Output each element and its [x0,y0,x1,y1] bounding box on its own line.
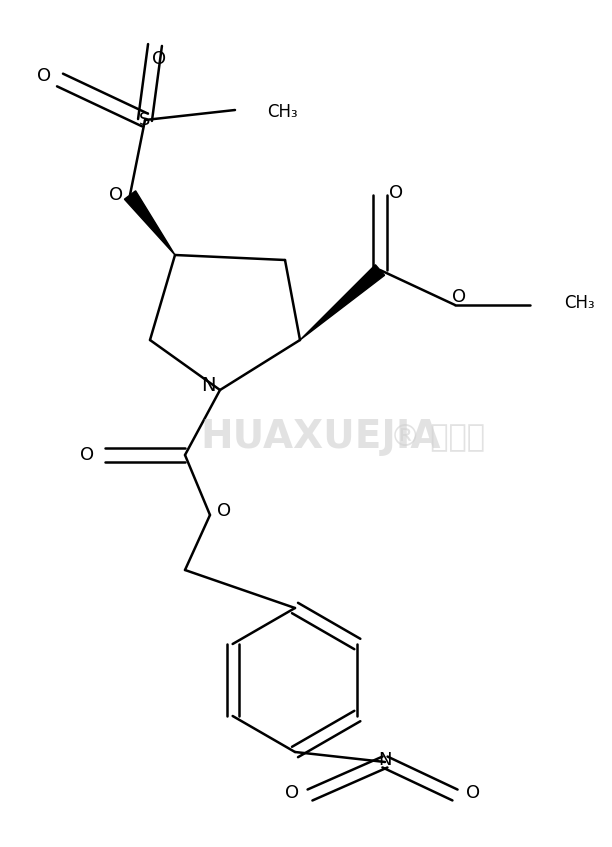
Text: S: S [140,111,151,129]
Text: O: O [452,288,466,306]
Text: O: O [80,446,94,464]
Polygon shape [300,265,384,340]
Text: ® 化学加: ® 化学加 [390,423,485,451]
Text: CH₃: CH₃ [564,294,595,312]
Text: N: N [201,375,215,395]
Text: N: N [378,751,392,769]
Text: O: O [217,502,231,520]
Text: O: O [285,784,299,802]
Text: O: O [109,186,123,204]
Polygon shape [124,191,175,255]
Text: O: O [152,50,166,68]
Text: O: O [389,184,403,202]
Text: O: O [37,67,51,85]
Text: HUAXUEJIA: HUAXUEJIA [200,418,441,456]
Text: CH₃: CH₃ [267,103,297,121]
Text: O: O [466,784,480,802]
